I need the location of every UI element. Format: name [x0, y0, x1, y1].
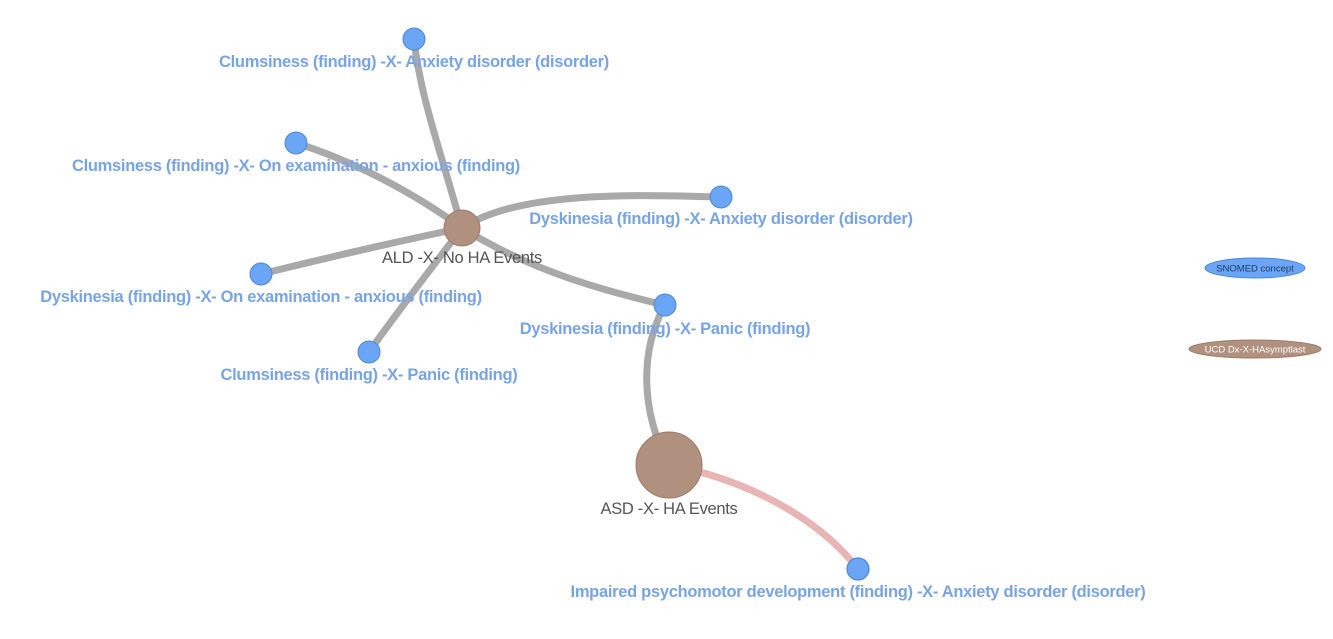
node-dyskinesia-on-examination-anxious[interactable]: Dyskinesia (finding) -X- On examination …: [40, 262, 482, 306]
node-ald-label: ALD -X- No HA Events: [382, 249, 542, 267]
node-ald-circle[interactable]: [443, 209, 481, 247]
node-dyskinesia-panic[interactable]: Dyskinesia (finding) -X- Panic (finding): [520, 293, 811, 338]
node-clumsiness-on-examination-anxious[interactable]: Clumsiness (finding) -X- On examination …: [72, 131, 520, 175]
node-impaired-psychomotor-anxiety-disorder[interactable]: Impaired psychomotor development (findin…: [571, 557, 1146, 601]
edge-ald-clumsiness-on-examination-anxious[interactable]: [292, 139, 466, 232]
node-clumsiness-panic-label: Clumsiness (finding) -X- Panic (finding): [221, 366, 518, 384]
legend-concept-label: SNOMED concept: [1216, 264, 1294, 275]
legend: SNOMED concept UCD Dx-X-HAsymptlast: [1188, 257, 1322, 359]
node-clumsiness-anxiety-disorder[interactable]: Clumsiness (finding) -X- Anxiety disorde…: [219, 27, 609, 71]
node-asd-label: ASD -X- HA Events: [600, 500, 737, 518]
edge-ald-dyskinesia-panic[interactable]: [458, 224, 669, 309]
node-clumsiness-panic-circle[interactable]: [357, 340, 381, 364]
node-dyskinesia-panic-circle[interactable]: [653, 293, 677, 317]
legend-group-swatch: [1188, 339, 1322, 359]
node-dyskinesia-anxiety-disorder-label: Dyskinesia (finding) -X- Anxiety disorde…: [529, 210, 913, 228]
legend-item-group[interactable]: UCD Dx-X-HAsymptlast: [1188, 339, 1322, 359]
node-clumsiness-on-examination-anxious-label: Clumsiness (finding) -X- On examination …: [72, 157, 520, 175]
node-dyskinesia-panic-label: Dyskinesia (finding) -X- Panic (finding): [520, 320, 811, 338]
node-clumsiness-anxiety-disorder-circle[interactable]: [402, 27, 426, 51]
node-dyskinesia-on-examination-anxious-label: Dyskinesia (finding) -X- On examination …: [40, 288, 482, 306]
node-dyskinesia-on-examination-anxious-circle[interactable]: [249, 262, 273, 286]
node-dyskinesia-anxiety-disorder[interactable]: Dyskinesia (finding) -X- Anxiety disorde…: [529, 185, 913, 228]
node-clumsiness-on-examination-anxious-circle[interactable]: [284, 131, 308, 155]
node-clumsiness-anxiety-disorder-label: Clumsiness (finding) -X- Anxiety disorde…: [219, 53, 609, 71]
edge-ald-dyskinesia-anxiety-disorder[interactable]: [458, 192, 725, 232]
edge-ald-dyskinesia-on-examination-anxious[interactable]: [257, 224, 466, 278]
node-clumsiness-panic[interactable]: Clumsiness (finding) -X- Panic (finding): [221, 340, 518, 384]
legend-group-label: UCD Dx-X-HAsymptlast: [1205, 345, 1306, 356]
node-asd-circle[interactable]: [635, 431, 703, 499]
node-dyskinesia-anxiety-disorder-circle[interactable]: [709, 185, 733, 209]
node-asd[interactable]: ASD -X- HA Events: [600, 431, 738, 518]
node-ald[interactable]: ALD -X- No HA Events: [382, 209, 542, 267]
edge-ald-clumsiness-anxiety-disorder[interactable]: [410, 35, 466, 232]
legend-concept-swatch: [1204, 257, 1306, 279]
node-impaired-psychomotor-anxiety-disorder-circle[interactable]: [846, 557, 870, 581]
node-impaired-psychomotor-anxiety-disorder-label: Impaired psychomotor development (findin…: [571, 583, 1146, 601]
legend-item-concept[interactable]: SNOMED concept: [1204, 257, 1306, 279]
